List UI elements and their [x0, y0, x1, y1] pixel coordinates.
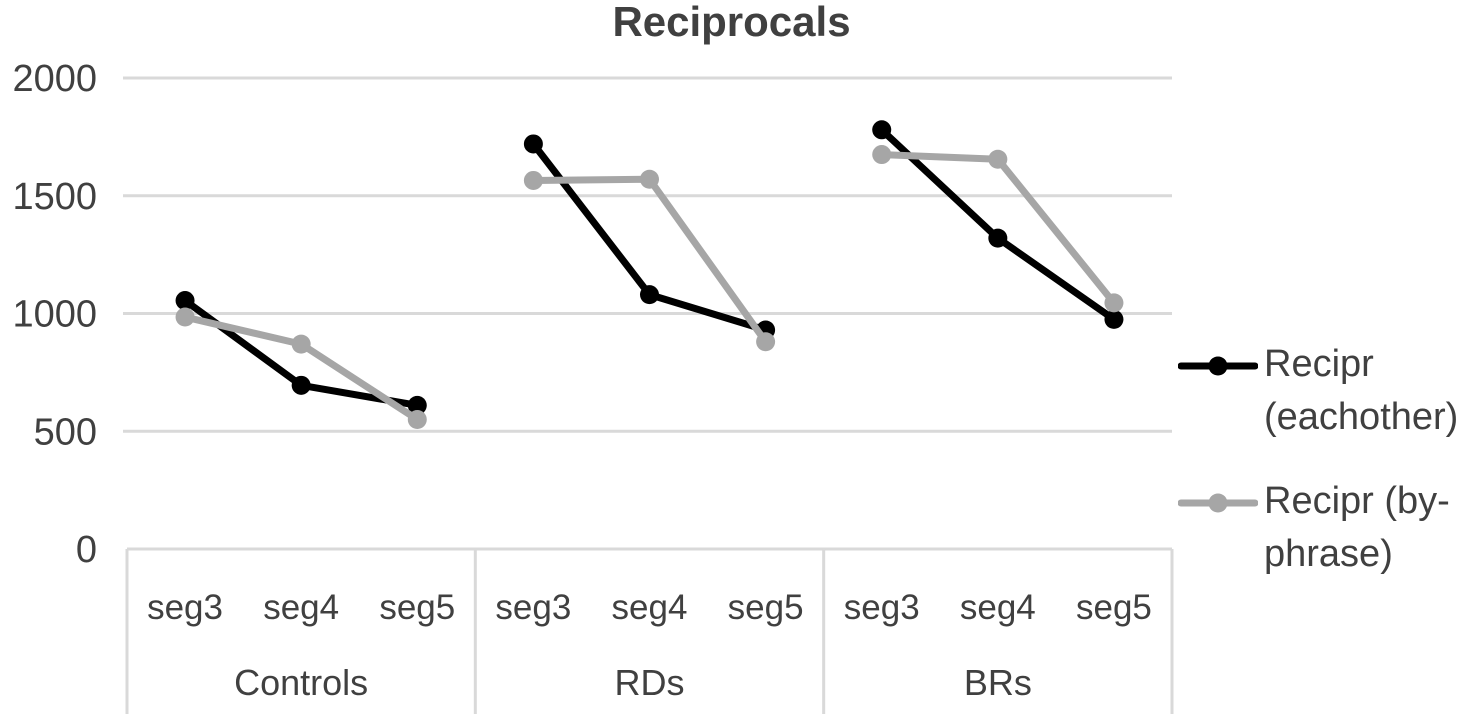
x-axis-category-label: seg5 — [1076, 588, 1152, 627]
x-axis-group-label-BRs: BRs — [964, 662, 1032, 703]
y-axis-tick-label: 1000 — [12, 294, 97, 336]
x-axis-category-label: seg3 — [844, 588, 920, 627]
data-point-marker — [407, 409, 427, 429]
series-line — [181, 313, 421, 423]
x-axis-group-label-Controls: Controls — [234, 662, 368, 703]
data-point-marker — [407, 395, 427, 415]
x-axis-group-label-RDs: RDs — [615, 662, 685, 703]
data-point-marker — [291, 375, 311, 395]
x-axis-category-label: seg3 — [495, 588, 571, 627]
data-point-marker — [175, 307, 195, 327]
data-point-marker — [1104, 309, 1124, 329]
data-point-marker — [1104, 293, 1124, 313]
x-axis-category-label: seg4 — [263, 588, 339, 627]
chart-title: Reciprocals — [612, 0, 851, 45]
y-axis-tick-label: 1500 — [12, 176, 97, 218]
y-axis-tick-label: 2000 — [12, 58, 97, 100]
data-point-marker — [640, 285, 659, 305]
x-axis-category-label: seg5 — [728, 588, 804, 627]
data-point-marker — [175, 291, 195, 311]
data-point-marker — [988, 149, 1008, 169]
data-point-marker — [756, 332, 776, 352]
x-axis-category-label: seg4 — [960, 588, 1036, 627]
x-axis-category-label: seg3 — [147, 588, 223, 627]
data-point-marker — [523, 170, 543, 190]
data-point-marker — [291, 334, 311, 354]
data-point-marker — [523, 134, 543, 154]
y-axis-tick-label: 0 — [76, 529, 97, 571]
y-axis-tick-label: 500 — [34, 411, 97, 453]
data-point-marker — [988, 228, 1008, 248]
x-axis-category-label: seg5 — [379, 588, 455, 627]
data-point-marker — [640, 169, 659, 189]
data-point-marker — [872, 145, 892, 165]
data-point-marker — [872, 120, 892, 140]
x-axis-category-label: seg4 — [612, 588, 688, 627]
